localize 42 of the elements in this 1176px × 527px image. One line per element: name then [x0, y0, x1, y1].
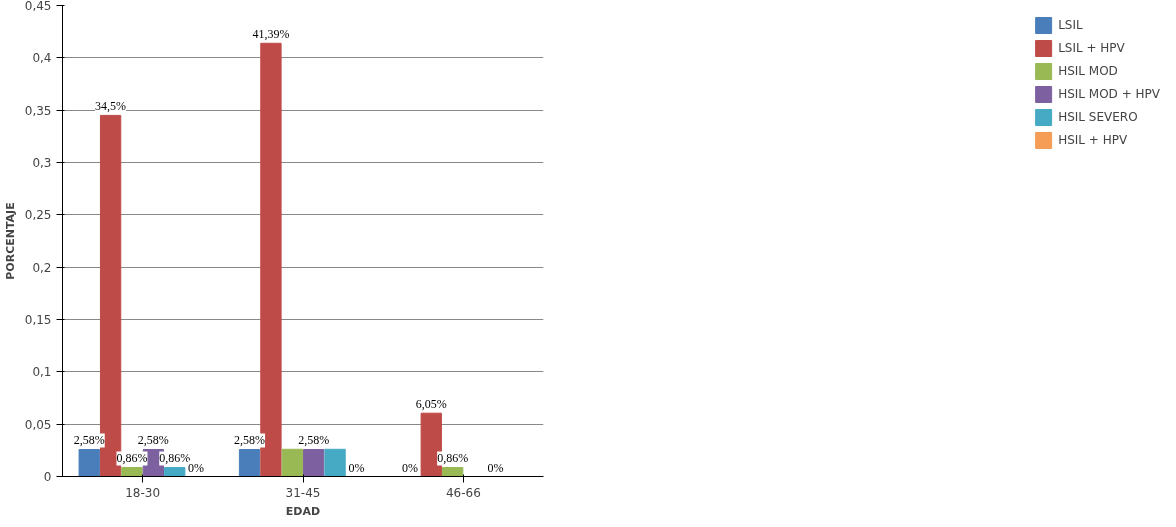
y-tick-label: 0,3	[32, 156, 52, 170]
x-axis-title: EDAD	[285, 504, 321, 518]
data-label: 41,39%	[252, 27, 290, 42]
legend-label: HSIL + HPV	[1058, 133, 1128, 147]
bar	[164, 467, 186, 477]
data-label: 34,5%	[95, 99, 127, 114]
y-tick-label: 0,2	[32, 260, 52, 275]
bar	[281, 448, 303, 477]
y-tick-label: 0,1	[32, 365, 52, 380]
y-tick-label: 0,25	[24, 208, 52, 223]
legend-label: HSIL SEVERO	[1058, 110, 1138, 124]
data-label: 2,58%	[234, 433, 266, 448]
bar	[441, 467, 464, 477]
y-tick-label: 0,45	[24, 0, 52, 13]
legend-label: LSIL	[1058, 18, 1083, 32]
x-tick-label: 46-66	[445, 485, 481, 500]
y-tick-label: 0,05	[24, 417, 52, 432]
data-label: 0%	[401, 460, 418, 475]
data-label: 2,58%	[298, 433, 330, 448]
x-tick-label: 18-30	[125, 485, 161, 500]
data-label: 0%	[348, 460, 365, 475]
y-tick-label: 0,35	[24, 103, 52, 118]
y-tick-label: 0,15	[24, 313, 52, 327]
legend-label: HSIL MOD	[1058, 64, 1118, 78]
data-label: 0,86%	[437, 451, 469, 466]
bar	[78, 449, 100, 477]
bar	[324, 448, 346, 477]
data-label: 2,58%	[137, 433, 169, 448]
bar	[121, 467, 143, 477]
data-label: 0%	[188, 460, 205, 475]
data-label: 0,86%	[116, 451, 148, 466]
data-label: 0%	[487, 460, 504, 475]
bar	[238, 449, 261, 477]
bar	[303, 449, 325, 477]
y-axis-title: PORCENTAJE	[3, 202, 17, 280]
legend-label: HSIL MOD + HPV	[1058, 87, 1160, 101]
data-label: 2,58%	[73, 433, 105, 448]
y-tick-label: 0,4	[32, 51, 52, 66]
y-tick-label: 0	[43, 470, 52, 484]
x-tick-label: 31-45	[285, 485, 321, 500]
data-label: 6,05%	[415, 397, 447, 412]
legend-label: LSIL + HPV	[1058, 41, 1125, 55]
